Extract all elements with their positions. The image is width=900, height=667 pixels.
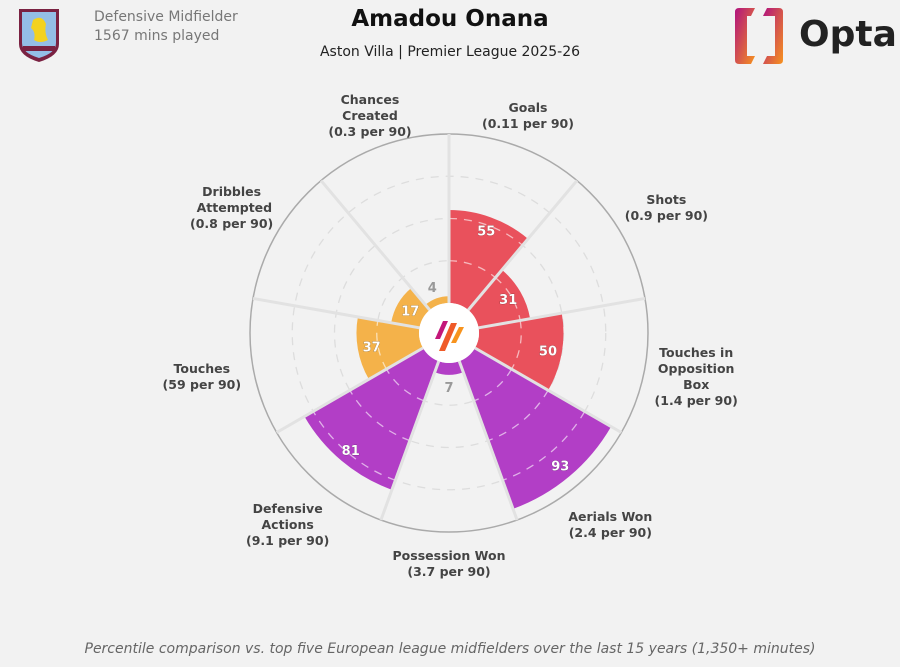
bar-grid-dash	[349, 389, 411, 442]
category-name: Possession Won	[392, 548, 506, 563]
player-position: Defensive Midfielder	[94, 9, 238, 25]
bar-defensive-actions	[304, 348, 439, 490]
value-label: 31	[499, 293, 517, 308]
category-label: Dribbles Attempted (0.8 per 90)	[190, 184, 273, 232]
bar-grid-dash	[312, 411, 396, 481]
category-label: Defensive Actions (9.1 per 90)	[246, 501, 329, 549]
spoke	[457, 360, 519, 521]
category-label: Touches (59 per 90)	[163, 361, 242, 393]
category-per90: (0.9 per 90)	[624, 207, 708, 223]
bar-touches	[356, 316, 424, 380]
bar-grid-dash	[495, 277, 521, 321]
category-name: Touches	[173, 360, 231, 376]
category-name: Touches in Opposition Box	[657, 344, 735, 392]
bar-shots	[468, 269, 531, 328]
spoke	[275, 346, 424, 434]
spoke	[252, 296, 420, 330]
spoke	[319, 179, 431, 311]
category-per90: (9.1 per 90)	[246, 533, 330, 549]
value-label: 93	[551, 460, 569, 475]
category-per90: (0.3 per 90)	[328, 123, 412, 139]
value-label: 7	[444, 381, 453, 396]
bar-grid-dash	[511, 320, 522, 370]
category-per90: (0.11 per 90)	[482, 115, 574, 131]
spoke	[474, 346, 623, 434]
bar-grid-dash	[376, 320, 387, 370]
spoke	[478, 296, 646, 330]
category-per90: (3.7 per 90)	[407, 564, 491, 579]
value-label: 55	[477, 225, 495, 240]
category-per90: (0.8 per 90)	[189, 215, 274, 231]
bar-grid-dash	[448, 217, 524, 246]
spoke	[467, 179, 579, 311]
bar-possession-won	[434, 361, 464, 375]
center-logo-mark	[439, 323, 457, 351]
category-name: Goals	[508, 99, 548, 115]
bar-chances-created	[425, 296, 449, 311]
footnote: Percentile comparison vs. top five Europ…	[84, 641, 816, 657]
category-per90: (2.4 per 90)	[568, 525, 652, 541]
category-label: Shots (0.9 per 90)	[625, 192, 708, 224]
chart-subtitle: Aston Villa | Premier League 2025-26	[319, 44, 581, 60]
category-per90: (59 per 90)	[162, 376, 242, 392]
bar-grid-dash	[385, 368, 425, 402]
category-name: Aerials Won	[568, 509, 653, 525]
bar-aerials-won	[459, 348, 612, 509]
value-label: 4	[428, 281, 437, 296]
category-label: Goals (0.11 per 90)	[482, 100, 574, 132]
bar-dribbles-attempted	[391, 288, 430, 328]
center-logo-mark	[435, 321, 448, 339]
value-label: 81	[342, 444, 360, 459]
category-label: Possession Won (3.7 per 90)	[393, 548, 506, 580]
opta-logo-text: Opta	[799, 14, 897, 55]
bar-grid-dash	[448, 260, 496, 279]
bar-grid-dash	[502, 411, 586, 481]
bar-grid-dash	[473, 368, 513, 402]
spoke	[379, 360, 441, 521]
value-label: 37	[363, 341, 381, 356]
category-name: Shots	[646, 191, 687, 207]
category-name: Defensive Actions	[252, 501, 323, 533]
aston-villa-crest-icon	[19, 9, 59, 62]
category-label: Chances Created (0.3 per 90)	[328, 92, 411, 140]
chart-title: Amadou Onana	[351, 6, 549, 32]
value-label: 50	[539, 344, 557, 359]
category-name: Chances Created	[340, 91, 400, 123]
category-per90: (1.4 per 90)	[654, 392, 738, 408]
category-label: Touches in Opposition Box (1.4 per 90)	[646, 345, 746, 409]
bar-grid-dash	[487, 389, 549, 442]
opta-logo-icon	[735, 8, 783, 64]
minutes-played: 1567 mins played	[94, 28, 220, 44]
value-label: 17	[401, 305, 419, 320]
category-name: Dribbles Attempted	[196, 183, 273, 215]
category-label: Aerials Won (2.4 per 90)	[568, 509, 652, 541]
center-logo-mark	[451, 327, 464, 343]
